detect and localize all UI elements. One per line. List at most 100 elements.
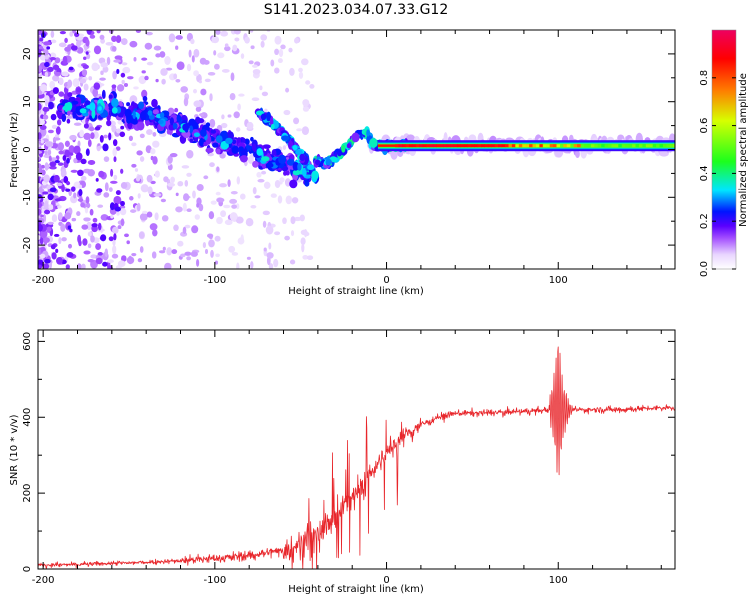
spectrogram-cell: [139, 213, 148, 221]
spectrogram-cell: [151, 251, 157, 259]
spectrogram-cell: [155, 78, 159, 83]
spectrogram-cell: [301, 126, 309, 135]
spectrogram-cell: [298, 67, 303, 73]
spectrogram-cell: [194, 116, 201, 125]
spectrogram-cell: [266, 111, 272, 122]
spectrogram-cell: [86, 30, 92, 35]
spectrogram-cell: [202, 242, 207, 249]
spectrogram-cell: [223, 204, 231, 209]
spectrogram-cell: [120, 72, 126, 78]
spectrogram-cell: [281, 135, 290, 141]
spectrogram-cell: [224, 43, 229, 48]
spectrogram-cell: [183, 193, 190, 202]
spectrogram-cell: [158, 119, 164, 125]
spectrogram-cell: [145, 145, 152, 154]
spectrogram-cell: [100, 62, 109, 68]
spectrogram-cell: [232, 44, 238, 52]
spectrogram-cell: [111, 106, 118, 114]
spectrogram-cell: [47, 149, 52, 156]
spectrogram-cell: [71, 186, 76, 192]
spectrogram-cell: [55, 126, 61, 135]
spectrogram-cell: [131, 252, 137, 257]
stable-line-segment: [666, 144, 671, 148]
spectrogram-cell: [144, 42, 153, 50]
spectrogram-cell: [250, 204, 257, 209]
spectrogram-cell: [44, 209, 51, 215]
stable-line-segment: [501, 144, 506, 148]
spectrogram-cell: [80, 202, 85, 208]
stable-line-segment: [511, 144, 516, 148]
spectrogram-cell: [302, 106, 310, 112]
spectrogram-cell: [268, 263, 274, 269]
spectrogram-cell: [299, 153, 306, 162]
spectrogram-cell: [58, 237, 62, 245]
spectrogram-cell: [341, 144, 346, 153]
spectrogram-cell: [120, 181, 128, 189]
spectrogram-y-tick-label: -20: [22, 237, 33, 253]
stable-line-segment: [529, 144, 534, 148]
stable-line-segment: [405, 144, 410, 148]
spectrogram-cell: [69, 228, 73, 233]
spectrogram-cell: [90, 254, 97, 259]
spectrogram-cell: [188, 118, 197, 127]
spectrogram-cell: [38, 223, 43, 232]
spectrogram-cell: [88, 76, 93, 81]
spectrogram-cell: [205, 147, 214, 154]
snr-x-tick-label: 100: [549, 575, 568, 586]
spectrogram-cell: [83, 56, 87, 61]
spectrogram-cell: [252, 160, 259, 168]
spectrogram-cell: [191, 225, 199, 234]
spectrogram-cell: [162, 246, 166, 251]
spectrogram-cell: [190, 38, 195, 45]
stable-line-segment: [508, 144, 513, 148]
spectrogram-cell: [144, 75, 149, 81]
spectrogram-cell: [49, 56, 57, 61]
stable-line-segment: [584, 144, 588, 148]
spectrogram-cell: [73, 157, 78, 164]
spectrogram-cell: [85, 39, 90, 47]
spectrogram-cell: [110, 180, 118, 184]
spectrogram-cell: [278, 48, 284, 58]
spectrogram-cell: [112, 239, 116, 246]
spectrogram-cell: [261, 91, 269, 97]
spectrogram-cell: [84, 206, 89, 214]
spectrogram-cell: [49, 187, 57, 193]
spectrogram-cell: [113, 59, 121, 63]
colorbar-tick-label: 0.2: [699, 213, 710, 229]
stable-line-segment: [652, 144, 657, 148]
spectrogram-cell: [87, 231, 92, 237]
spectrogram-cell: [200, 88, 207, 96]
spectrogram-cell: [47, 193, 54, 201]
stable-line-segment: [487, 144, 492, 148]
spectrogram-cell: [38, 247, 42, 256]
spectrogram-cell: [49, 161, 57, 167]
spectrogram-cell: [163, 176, 169, 183]
stable-line-segment: [422, 144, 427, 148]
stable-line-segment: [556, 144, 561, 148]
spectrogram-cell: [105, 41, 114, 46]
spectrogram-cell: [188, 49, 192, 58]
spectrogram-cell: [112, 70, 117, 80]
spectrogram-cell: [145, 31, 153, 36]
spectrogram-cell: [167, 182, 176, 187]
spectrogram-cell: [127, 76, 134, 80]
snr-y-tick-label: 600: [22, 332, 33, 351]
spectrogram-cell: [250, 136, 254, 142]
spectrogram-cell: [177, 181, 184, 187]
spectrogram-cell: [103, 156, 110, 162]
spectrogram-cell: [186, 149, 194, 159]
spectrogram-cell: [153, 192, 162, 197]
colorbar: 0.0 0.2 0.4 0.6 0.8 Normalized spectral ampl…: [699, 29, 749, 277]
spectrogram-cell: [216, 166, 220, 172]
spectrogram-cell: [132, 110, 137, 120]
spectrogram-cell: [244, 138, 250, 145]
stable-line-segment: [525, 144, 530, 148]
spectrogram-cell: [210, 129, 217, 134]
spectrogram-cell: [119, 205, 126, 209]
spectrogram-cell: [175, 45, 179, 50]
spectrogram-cell: [150, 180, 156, 185]
spectrogram-cell: [47, 129, 54, 134]
spectrogram-cell: [292, 145, 298, 151]
stable-line-segment: [577, 144, 582, 148]
spectrogram-cell: [38, 132, 42, 140]
